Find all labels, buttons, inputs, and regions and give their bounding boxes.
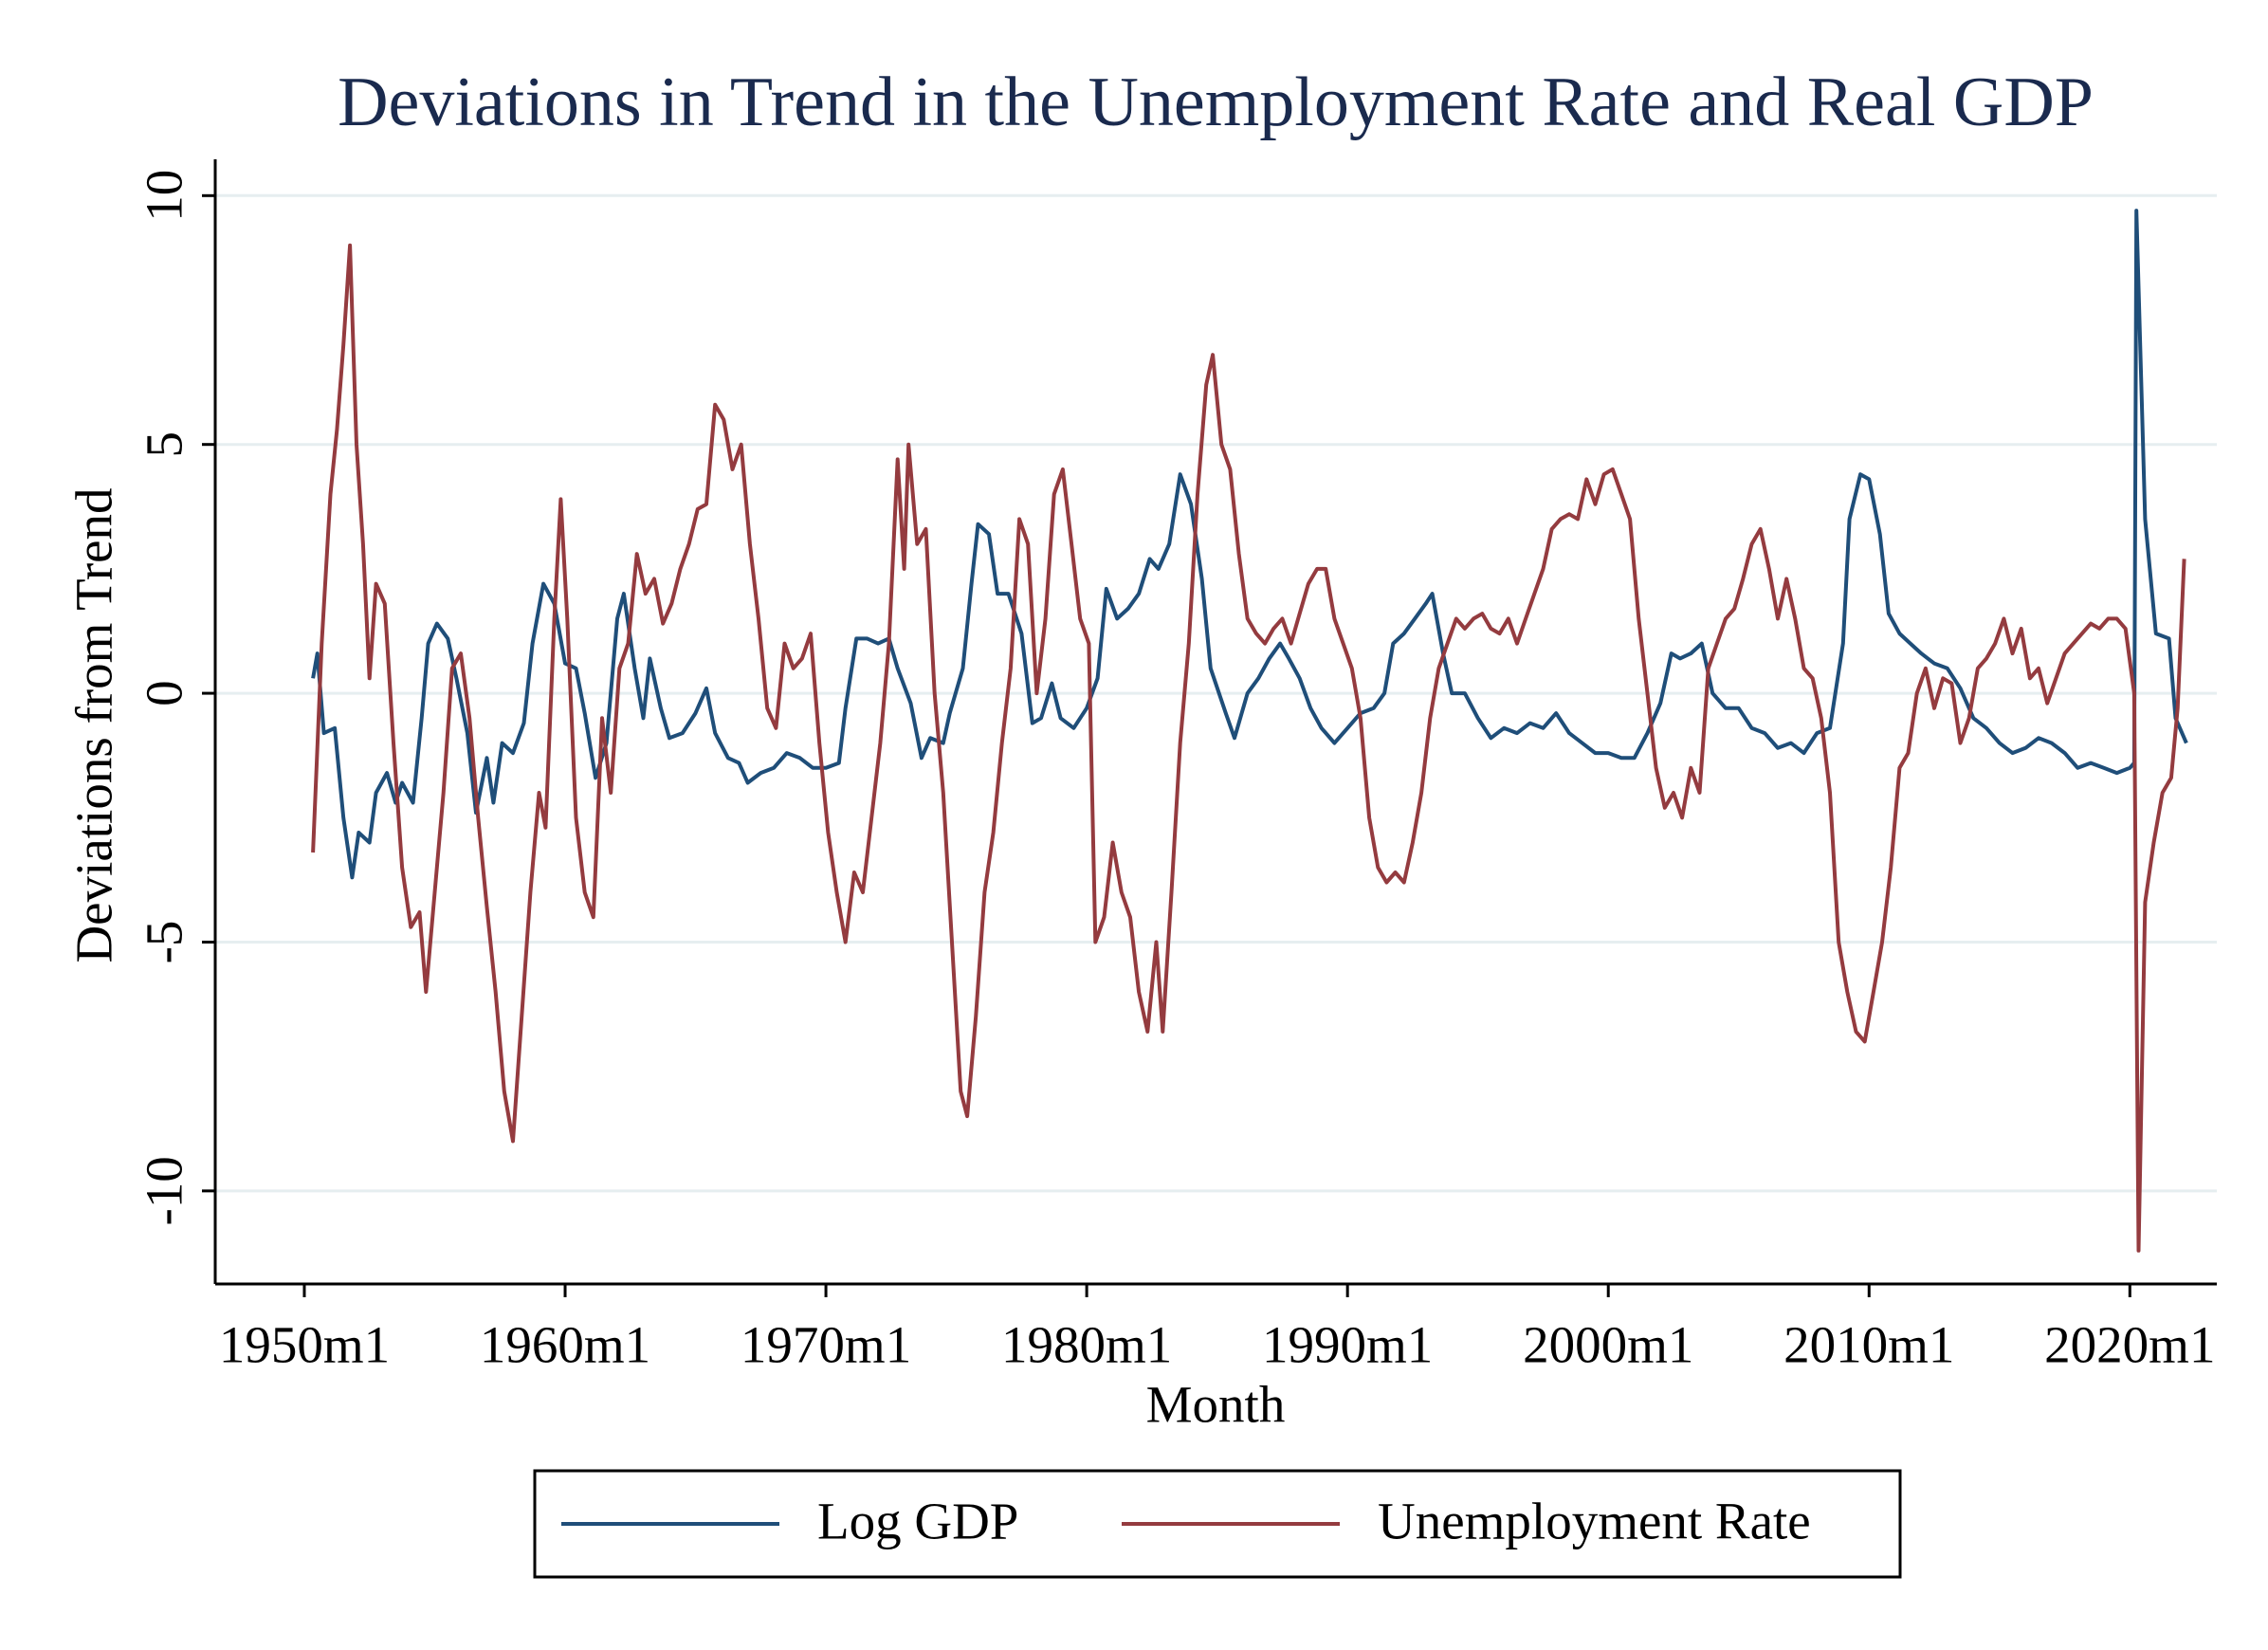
legend-label: Log GDP: [817, 1493, 1018, 1550]
y-tick-label: 5: [136, 431, 193, 458]
y-tick-label: 0: [136, 680, 193, 706]
x-tick-label: 1960m1: [480, 1316, 650, 1374]
x-tick-label: 2010m1: [1783, 1316, 1954, 1374]
x-tick-label: 1970m1: [741, 1316, 911, 1374]
y-tick-label: 10: [136, 170, 193, 222]
y-axis-title: Deviations from Trend: [65, 487, 123, 962]
x-tick-label: 1950m1: [219, 1316, 390, 1374]
series-line: [311, 209, 2188, 880]
y-tick-label: -5: [136, 921, 193, 964]
series-line: [311, 243, 2186, 1253]
x-tick-label: 2000m1: [1523, 1316, 1693, 1374]
legend-box: [533, 1469, 1902, 1579]
legend-label: Unemployment Rate: [1378, 1493, 1811, 1550]
x-tick-label: 1990m1: [1262, 1316, 1433, 1374]
x-axis-title: Month: [1146, 1376, 1286, 1434]
x-tick-label: 1980m1: [1001, 1316, 1172, 1374]
y-tick-label: -10: [136, 1156, 193, 1225]
chart-title: Deviations in Trend in the Unemployment …: [338, 64, 2094, 141]
x-tick-label: 2020m1: [2044, 1316, 2215, 1374]
